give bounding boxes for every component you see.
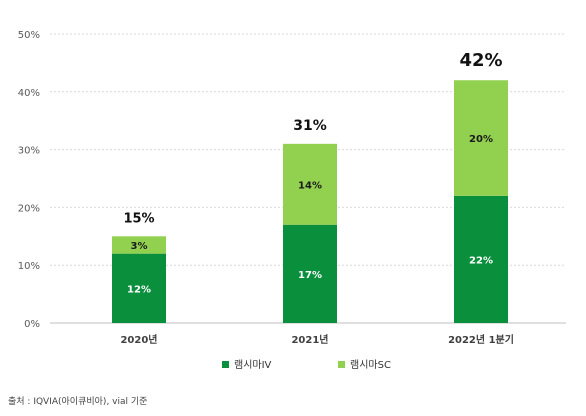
y-tick-label: 50%	[18, 30, 40, 41]
bar-value-label: 17%	[298, 270, 322, 281]
x-axis-ticks: 2020년 2021년 2022년 1분기	[120, 333, 513, 346]
legend-label: 램시마IV	[234, 359, 272, 371]
legend-swatch-iv	[222, 361, 229, 368]
bar-value-label: 22%	[469, 255, 493, 266]
bar-value-label: 14%	[298, 180, 322, 191]
y-tick-label: 10%	[18, 261, 40, 272]
bar-value-label: 3%	[131, 241, 148, 252]
bar-total-label: 42%	[459, 50, 502, 71]
legend-label: 램시마SC	[350, 359, 391, 371]
bar-segment-iv	[283, 224, 337, 323]
bars: 12% 3% 15% 17% 14% 31% 22% 20% 42%	[112, 50, 508, 323]
source-note: 출처 : IQVIA(아이큐비아), vial 기준	[8, 397, 148, 407]
y-tick-label: 20%	[18, 203, 40, 214]
y-tick-label: 30%	[18, 146, 40, 157]
bar-total-label: 15%	[123, 211, 154, 226]
bar-segment-iv	[112, 253, 166, 323]
bar-segment-iv	[454, 195, 508, 323]
bar-value-label: 12%	[127, 284, 151, 295]
legend-swatch-sc	[338, 361, 345, 368]
x-tick-label: 2021년	[291, 333, 328, 346]
y-axis-ticks: 0% 10% 20% 30% 40% 50%	[18, 30, 40, 330]
y-tick-label: 40%	[18, 88, 40, 99]
x-tick-label: 2022년 1분기	[448, 333, 514, 346]
x-tick-label: 2020년	[120, 333, 157, 346]
y-tick-label: 0%	[24, 319, 40, 330]
bar-segment-sc	[283, 143, 337, 225]
legend: 램시마IV 램시마SC	[222, 359, 391, 371]
bar-value-label: 20%	[469, 134, 493, 145]
bar-segment-sc	[454, 80, 508, 196]
bar-total-label: 31%	[293, 118, 327, 134]
bar-segment-sc	[112, 236, 166, 254]
